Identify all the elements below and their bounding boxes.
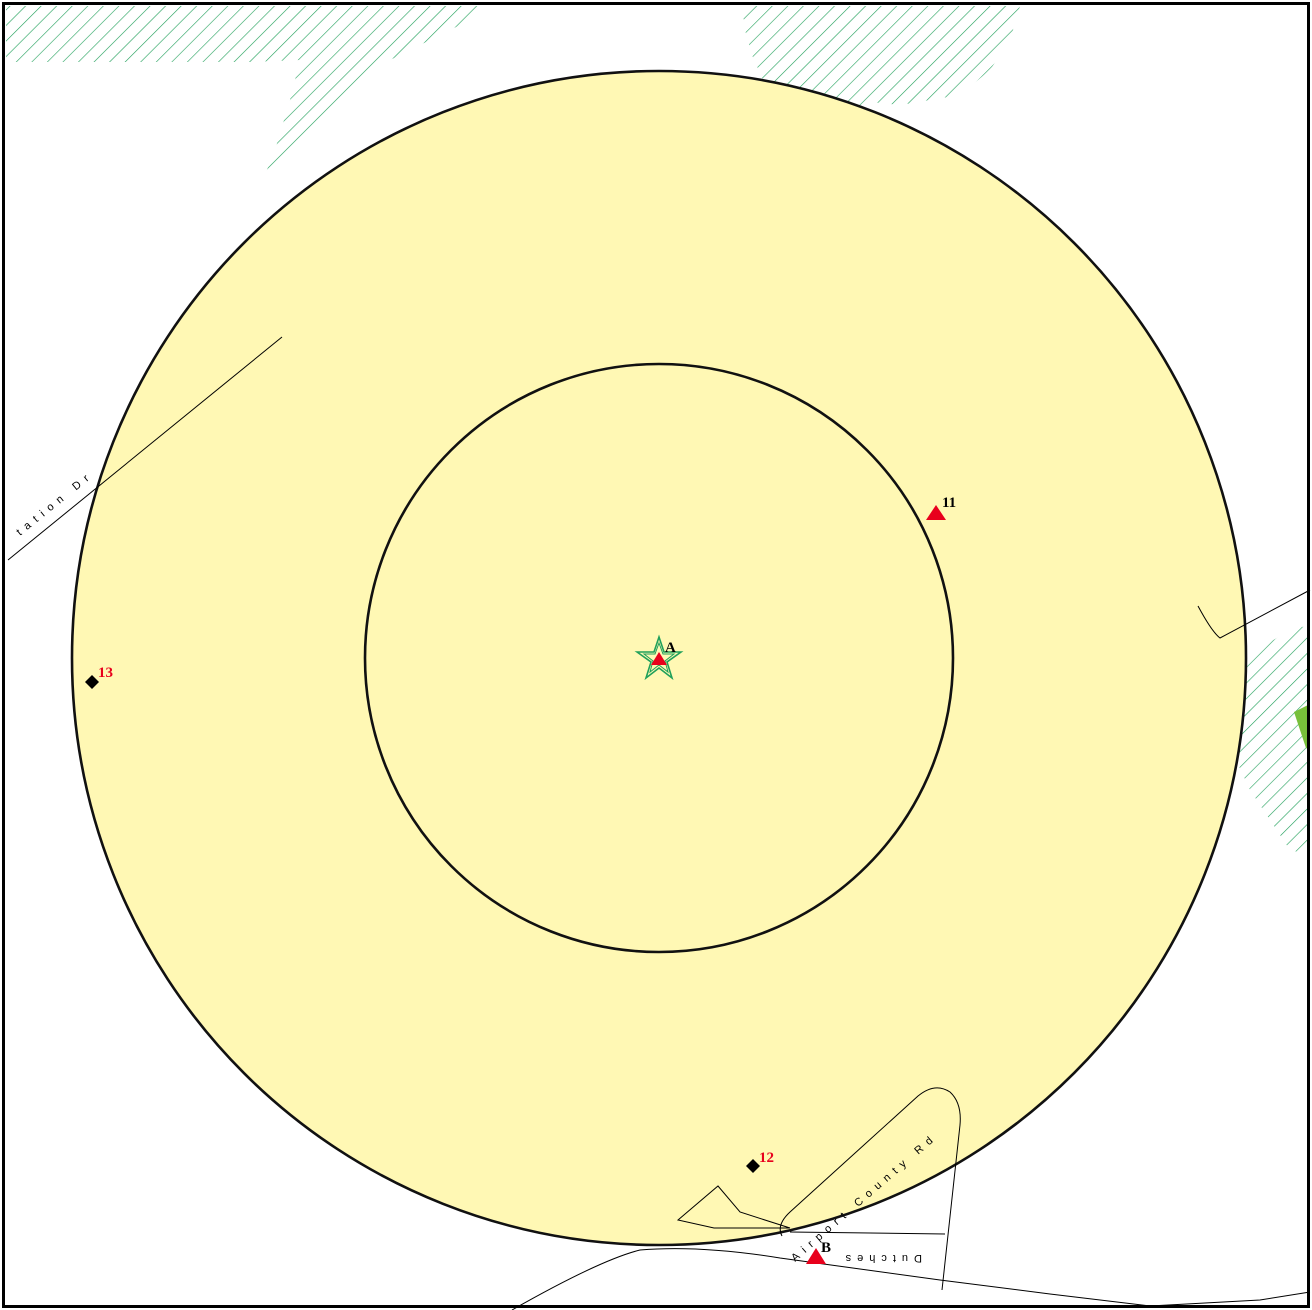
site-11-triangle-icon [926, 505, 946, 520]
road-airport-loop [779, 1087, 961, 1291]
site-13-label: 13 [98, 665, 113, 681]
road-crossing [789, 1231, 946, 1235]
road-station-dr [7, 336, 283, 561]
center-star-icon [634, 634, 684, 681]
hatched-area-top-left [6, 6, 490, 192]
vegetation-patch [1294, 704, 1310, 750]
site-12-label: 12 [759, 1150, 774, 1166]
site-13-diamond-icon [85, 675, 99, 689]
road-label-dutches: Dutches [840, 1252, 922, 1264]
site-b-triangle-icon [806, 1248, 826, 1264]
inner-buffer-ring [363, 362, 955, 954]
site-11-label: 11 [942, 495, 956, 511]
site-b-label: B [821, 1240, 831, 1256]
roads [7, 336, 1311, 1310]
road-right-hook [1197, 589, 1311, 639]
site-12-diamond-icon [746, 1159, 760, 1173]
site-13[interactable]: 13 [85, 665, 113, 689]
site-12[interactable]: 12 [746, 1150, 774, 1173]
road-small-triangle [676, 1185, 791, 1229]
center-site-label: A [665, 640, 676, 656]
center-triangle-icon [651, 652, 667, 665]
road-dutchess [511, 1248, 1311, 1310]
center-site[interactable]: A [634, 634, 684, 681]
site-11[interactable]: 11 [926, 495, 956, 520]
site-b[interactable]: B [806, 1240, 831, 1264]
